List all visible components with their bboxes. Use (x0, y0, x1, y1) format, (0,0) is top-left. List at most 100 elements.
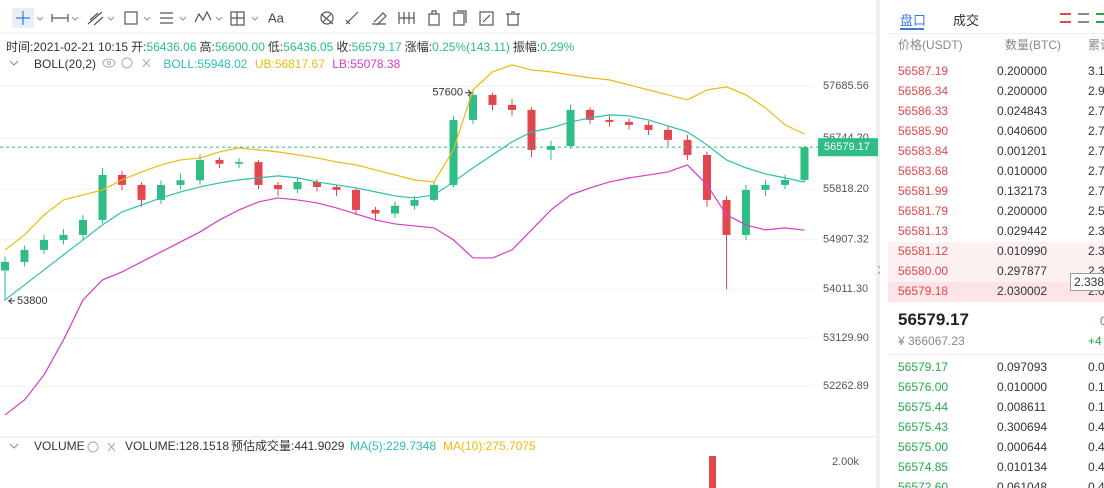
band-line (4, 64, 805, 251)
info-label: 低: (267, 40, 284, 54)
candle-body (196, 159, 204, 181)
view-icon (1060, 13, 1071, 23)
ask-cell: 0.024843 (997, 104, 1048, 118)
candle-body (566, 109, 575, 147)
splitter[interactable] (876, 0, 880, 488)
last-side: +4 (1088, 334, 1102, 348)
volume-title: VOLUME (34, 439, 85, 453)
collapse-icon[interactable] (9, 60, 19, 66)
candle-body (313, 181, 321, 187)
ask-cell: 2.77 (1088, 104, 1104, 118)
text-tool[interactable]: Aa (268, 10, 285, 25)
tab: 成交 (953, 13, 980, 28)
ask-cell: 0.010000 (997, 164, 1048, 178)
ask-cell: 0.001201 (997, 144, 1048, 158)
info-value: 2021-02-21 10:15 (33, 40, 129, 54)
ask-cell: 56586.33 (898, 104, 949, 118)
volume-ma10: MA(10):275.7075 (443, 439, 536, 453)
collapse-icon[interactable] (9, 443, 19, 449)
candle-body (98, 174, 107, 220)
ask-cell: 0.132173 (997, 184, 1048, 198)
bid-cell: 0.000644 (997, 440, 1048, 454)
book-divider (888, 33, 1104, 34)
candle-body (293, 181, 302, 190)
candle-body (410, 199, 419, 206)
band-line (4, 164, 805, 416)
splitter-arrow[interactable] (877, 265, 880, 275)
candle-body (176, 180, 185, 185)
view-icon (1078, 13, 1089, 23)
ask-cell: 2.030002 (997, 284, 1048, 298)
last-side: 0 (1100, 314, 1104, 328)
candle-body (644, 124, 653, 130)
bid-cell: 0.48 (1088, 480, 1104, 488)
candle-body (722, 199, 731, 235)
info-label: 涨幅: (404, 40, 433, 54)
tab-underline (900, 28, 924, 30)
ask-cell: 0.040600 (997, 124, 1048, 138)
ask-cell: 0.010990 (997, 244, 1048, 258)
bid-cell: 56574.85 (898, 460, 949, 474)
bid-cell: 56575.43 (898, 420, 949, 434)
candle-body (332, 186, 341, 190)
volume-icons[interactable] (87, 441, 116, 453)
bid-cell: 0.300694 (997, 420, 1048, 434)
ask-cell: 56585.90 (898, 124, 949, 138)
ask-cell: 2.36 (1088, 224, 1104, 238)
ask-cell: 0.200000 (997, 64, 1048, 78)
candle-body (371, 209, 380, 214)
candle-body (157, 184, 165, 200)
volume-tick-label: 2.00k (832, 456, 859, 468)
last-price-label: 56579.17 (824, 141, 870, 153)
toolbar[interactable] (12, 8, 520, 28)
bid-cell: 56575.00 (898, 440, 949, 454)
bid-cell: 0.097093 (997, 360, 1048, 374)
bid-cell: 56576.00 (898, 380, 949, 394)
candle-body (586, 109, 594, 120)
candle-body (235, 162, 243, 164)
candle-body (137, 184, 146, 200)
min-arrow (7, 297, 15, 305)
info-bar: 时间:2021-02-21 10:15 开:56436.06 高:56600.00 低… (6, 38, 577, 55)
candle-body (469, 94, 477, 120)
ask-cell: 0.029442 (997, 224, 1048, 238)
info-value: 56436.06 (146, 40, 197, 54)
column-header: 累计 (1088, 38, 1104, 52)
indicator-mid: BOLL:55948.02 (163, 57, 248, 71)
candle-body (79, 219, 87, 235)
depth-shade (888, 262, 1104, 282)
candle-body (20, 249, 29, 262)
candle-body (664, 129, 672, 140)
candle-body (508, 104, 516, 110)
ask-cell: 0.297877 (997, 264, 1048, 278)
ask-cell: 2.56 (1088, 204, 1104, 218)
candle-body (59, 234, 68, 240)
plot (0, 64, 815, 416)
bid-cell: 0.11 (1088, 400, 1104, 414)
indicator-icons[interactable] (102, 57, 151, 69)
info-value: 56436.05 (283, 40, 334, 54)
info-label: 高: (199, 40, 215, 54)
info-label: 振幅: (512, 40, 541, 54)
info-label: 开: (131, 40, 147, 54)
info-value: 56579.17 (351, 40, 402, 54)
ask-cell: 56579.18 (898, 284, 949, 298)
tab: 盘口 (900, 13, 927, 28)
volume-estimate: 预估成交量:441.9029 (231, 438, 345, 453)
ask-cell: 56587.19 (898, 64, 949, 78)
ask-cell: 56586.34 (898, 84, 949, 98)
max-arrow (465, 89, 473, 97)
bid-cell: 0.42 (1088, 460, 1104, 474)
candle-body (683, 139, 692, 155)
candle-body (527, 109, 536, 150)
bid-cell: 0.41 (1088, 420, 1104, 434)
y-tick-label: 55818.20 (823, 183, 869, 195)
volume-value: VOLUME:128.1518 (125, 439, 229, 453)
y-tick-label: 52262.89 (823, 380, 869, 392)
ask-cell: 2.75 (1088, 124, 1104, 138)
indicator-ub: UB:56817.67 (254, 57, 325, 71)
indicator-lb: LB:55078.38 (332, 57, 401, 71)
column-header: 价格(USDT) (898, 38, 963, 52)
ask-cell: 56581.99 (898, 184, 949, 198)
